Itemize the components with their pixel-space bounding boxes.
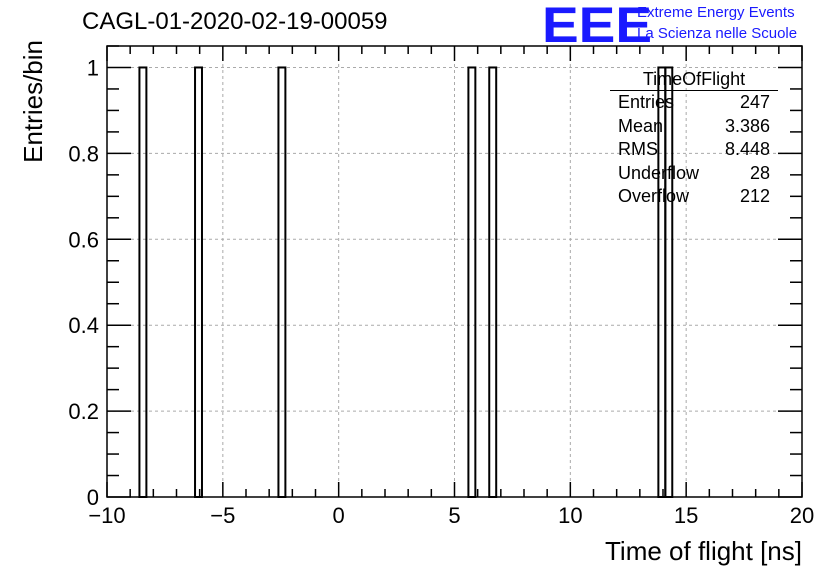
y-tick-label: 0.6 [68,227,99,252]
stats-label: Entries [618,92,675,112]
stats-label: Underflow [618,162,700,183]
x-tick-label: 20 [790,503,814,528]
axis-ticks [106,45,803,498]
eee-logo: EEE [542,0,653,53]
stats-value: 3.386 [724,115,770,136]
x-tick-label: 15 [674,503,698,528]
stats-label: Overflow [618,186,690,206]
stats-value: 28 [749,162,770,183]
histogram-bin [467,66,477,498]
y-tick-label: 1 [87,55,99,80]
x-tick-label: −10 [88,503,125,528]
y-tick-label: 0.2 [68,399,99,424]
histogram-bin [488,66,498,498]
logo-line-2: La Scienza nelle Scuole [637,25,798,42]
x-tick-label: 0 [333,503,345,528]
stats-row-mean: Mean 3.386 [610,115,778,139]
stats-label: RMS [618,139,658,159]
y-axis-label: Entries/bin [18,40,48,163]
stats-value: 247 [739,92,770,112]
stats-value: 8.448 [724,139,770,159]
logo-line-1: Extreme Energy Events [637,4,795,21]
stats-value: 212 [739,186,770,206]
histogram-bars [138,66,674,498]
grid [107,46,802,497]
tick-labels: −10 −5 0 5 10 15 20 0 0.2 0.4 0.6 0.8 1 [68,55,814,528]
stats-title: TimeOfFlight [610,68,778,91]
chart-title: CAGL-01-2020-02-19-00059 [82,8,388,35]
stats-row-overflow: Overflow 212 [610,185,778,209]
y-tick-label: 0 [87,485,99,510]
histogram-bin [277,66,287,498]
histogram-bin [138,66,148,498]
x-axis-label: Time of flight [ns] [605,536,802,566]
stats-row-underflow: Underflow 28 [610,162,778,186]
stats-row-rms: RMS 8.448 [610,138,778,162]
x-tick-label: −5 [210,503,235,528]
y-tick-label: 0.4 [68,313,99,338]
stats-row-entries: Entries 247 [610,91,778,115]
stats-box: TimeOfFlight Entries 247 Mean 3.386 RMS … [610,68,778,209]
x-tick-label: 10 [558,503,582,528]
stats-label: Mean [618,115,664,136]
histogram-bin [194,66,203,498]
y-tick-label: 0.8 [68,141,99,166]
x-tick-label: 5 [448,503,460,528]
